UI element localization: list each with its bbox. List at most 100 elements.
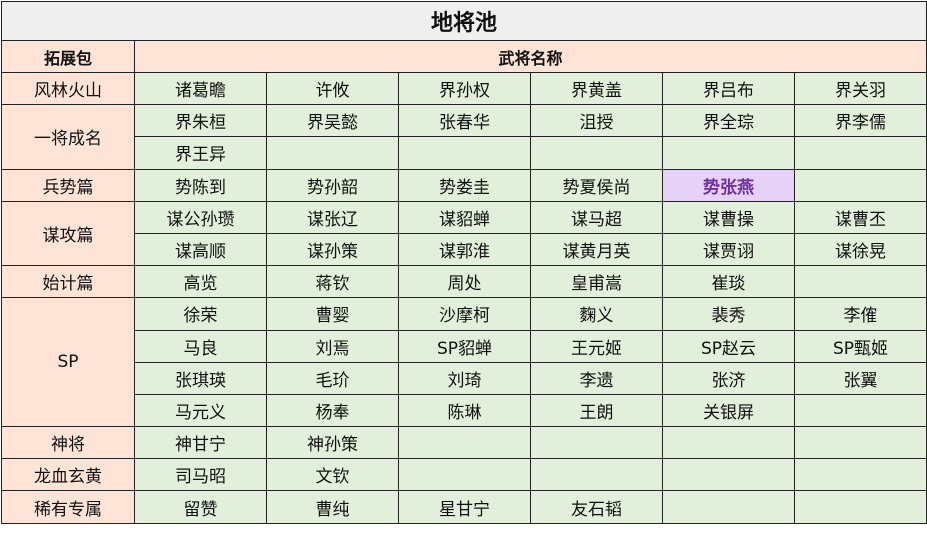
empty-cell bbox=[662, 426, 795, 460]
general-cell: 谋曹操 bbox=[662, 200, 795, 234]
general-cell: 关银屏 bbox=[662, 393, 795, 428]
general-cell: 界吴懿 bbox=[266, 104, 399, 138]
general-cell: 王元姬 bbox=[530, 329, 663, 363]
general-cell: 麴义 bbox=[530, 297, 663, 331]
general-cell: 谋贾诩 bbox=[662, 232, 795, 267]
table-row: 谋高顺 谋孙策 谋郭淮 谋黄月英 谋贾诩 谋徐晃 bbox=[2, 232, 927, 267]
empty-cell bbox=[662, 458, 795, 492]
empty-cell bbox=[398, 426, 531, 460]
general-cell: 文钦 bbox=[266, 458, 399, 492]
general-cell: 势夏侯尚 bbox=[530, 168, 663, 202]
general-cell: 徐荣 bbox=[134, 297, 267, 331]
general-cell: 势陈到 bbox=[134, 168, 267, 202]
general-cell: 友石韬 bbox=[530, 490, 663, 524]
general-cell: 星甘宁 bbox=[398, 490, 531, 524]
table-row: 马元义 杨奉 陈琳 王朗 关银屏 bbox=[2, 393, 927, 428]
general-cell: SP甄姬 bbox=[794, 329, 927, 363]
pack-name: 稀有专属 bbox=[1, 490, 135, 524]
pack-name: 兵势篇 bbox=[1, 168, 135, 202]
general-cell: 许攸 bbox=[266, 71, 399, 106]
general-cell: 势张燕 bbox=[662, 168, 795, 202]
pack-name: 始计篇 bbox=[1, 265, 135, 299]
general-cell: 势孙韶 bbox=[266, 168, 399, 202]
general-cell: 李遗 bbox=[530, 361, 663, 395]
table-row: 谋攻篇 谋公孙瓒 谋张辽 谋貂蝉 谋马超 谋曹操 谋曹丕 bbox=[1, 200, 927, 267]
general-cell: 谋徐晃 bbox=[794, 232, 927, 267]
general-cell: 势娄圭 bbox=[398, 168, 531, 202]
general-cell: 曹婴 bbox=[266, 297, 399, 331]
general-cell: 张琪瑛 bbox=[134, 361, 267, 395]
general-cell: 留赞 bbox=[134, 490, 267, 524]
empty-cell bbox=[794, 393, 927, 428]
general-cell: 刘琦 bbox=[398, 361, 531, 395]
general-cell: 崔琰 bbox=[662, 265, 795, 299]
general-cell: 刘焉 bbox=[266, 329, 399, 363]
pack-header: 拓展包 bbox=[1, 40, 135, 73]
general-cell: 曹纯 bbox=[266, 490, 399, 524]
general-cell: 陈琳 bbox=[398, 393, 531, 428]
header-row: 拓展包 武将名称 bbox=[1, 40, 927, 73]
table-row: SP 徐荣 曹婴 沙摩柯 麴义 裴秀 李傕 bbox=[1, 297, 927, 428]
general-cell: 神甘宁 bbox=[134, 426, 267, 460]
general-cell: 皇甫嵩 bbox=[530, 265, 663, 299]
table-title: 地将池 bbox=[1, 1, 927, 41]
general-cell: SP貂蝉 bbox=[398, 329, 531, 363]
empty-cell bbox=[662, 490, 795, 524]
general-cell: 谋张辽 bbox=[266, 200, 399, 234]
table-row: 神将 神甘宁 神孙策 bbox=[1, 426, 927, 460]
empty-cell bbox=[398, 458, 531, 492]
general-cell: 诸葛瞻 bbox=[134, 71, 267, 106]
empty-cell bbox=[530, 426, 663, 460]
pack-name: 一将成名 bbox=[1, 104, 135, 170]
table-row: 龙血玄黄 司马昭 文钦 bbox=[1, 458, 927, 492]
empty-cell bbox=[794, 265, 927, 299]
general-cell: 毛玠 bbox=[266, 361, 399, 395]
general-cell: 界全琮 bbox=[662, 104, 795, 138]
general-cell: 杨奉 bbox=[266, 393, 399, 428]
general-cell: 司马昭 bbox=[134, 458, 267, 492]
general-cell: 谋貂蝉 bbox=[398, 200, 531, 234]
empty-cell bbox=[794, 458, 927, 492]
empty-cell bbox=[794, 136, 927, 170]
general-cell: 界黄盖 bbox=[530, 71, 663, 106]
general-cell: 裴秀 bbox=[662, 297, 795, 331]
general-cell: 神孙策 bbox=[266, 426, 399, 460]
general-cell: 沙摩柯 bbox=[398, 297, 531, 331]
general-cell: 马元义 bbox=[134, 393, 267, 428]
general-cell: 李傕 bbox=[794, 297, 927, 331]
general-cell: 王朗 bbox=[530, 393, 663, 428]
empty-cell bbox=[398, 136, 531, 170]
table-row: 兵势篇 势陈到 势孙韶 势娄圭 势夏侯尚 势张燕 bbox=[1, 168, 927, 202]
general-cell: 界李儒 bbox=[794, 104, 927, 138]
general-cell: 谋公孙瓒 bbox=[134, 200, 267, 234]
general-cell: 谋高顺 bbox=[134, 232, 267, 267]
table-row: 张琪瑛 毛玠 刘琦 李遗 张济 张翼 bbox=[2, 361, 927, 395]
general-cell: 界孙权 bbox=[398, 71, 531, 106]
table-row: 马良 刘焉 SP貂蝉 王元姬 SP赵云 SP甄姬 bbox=[2, 329, 927, 363]
general-cell: 谋马超 bbox=[530, 200, 663, 234]
general-cell: 马良 bbox=[134, 329, 267, 363]
table-row: 一将成名 界朱桓 界吴懿 张春华 沮授 界全琮 界李儒 bbox=[1, 104, 927, 170]
general-cell: 界吕布 bbox=[662, 71, 795, 106]
pack-name: 龙血玄黄 bbox=[1, 458, 135, 492]
general-cell: 谋孙策 bbox=[266, 232, 399, 267]
empty-cell bbox=[794, 490, 927, 524]
general-cell: 张济 bbox=[662, 361, 795, 395]
general-cell: 高览 bbox=[134, 265, 267, 299]
general-cell: 张春华 bbox=[398, 104, 531, 138]
table-row: 始计篇 高览 蒋钦 周处 皇甫嵩 崔琰 bbox=[1, 265, 927, 299]
empty-cell bbox=[794, 426, 927, 460]
pack-name: 风林火山 bbox=[1, 71, 135, 106]
table-row: 稀有专属 留赞 曹纯 星甘宁 友石韬 bbox=[1, 490, 927, 524]
empty-cell bbox=[530, 136, 663, 170]
pack-name: SP bbox=[1, 297, 135, 428]
general-pool-table: 地将池 拓展包 武将名称 风林火山 诸葛瞻 许攸 界孙权 界黄盖 界吕布 界关羽 一将成名 界朱… bbox=[1, 1, 927, 524]
empty-cell bbox=[662, 136, 795, 170]
general-cell: 谋郭淮 bbox=[398, 232, 531, 267]
general-cell: 张翼 bbox=[794, 361, 927, 395]
title-row: 地将池 bbox=[1, 1, 927, 41]
general-cell: SP赵云 bbox=[662, 329, 795, 363]
general-cell: 沮授 bbox=[530, 104, 663, 138]
empty-cell bbox=[266, 136, 399, 170]
table-row: 界王异 bbox=[2, 136, 927, 170]
